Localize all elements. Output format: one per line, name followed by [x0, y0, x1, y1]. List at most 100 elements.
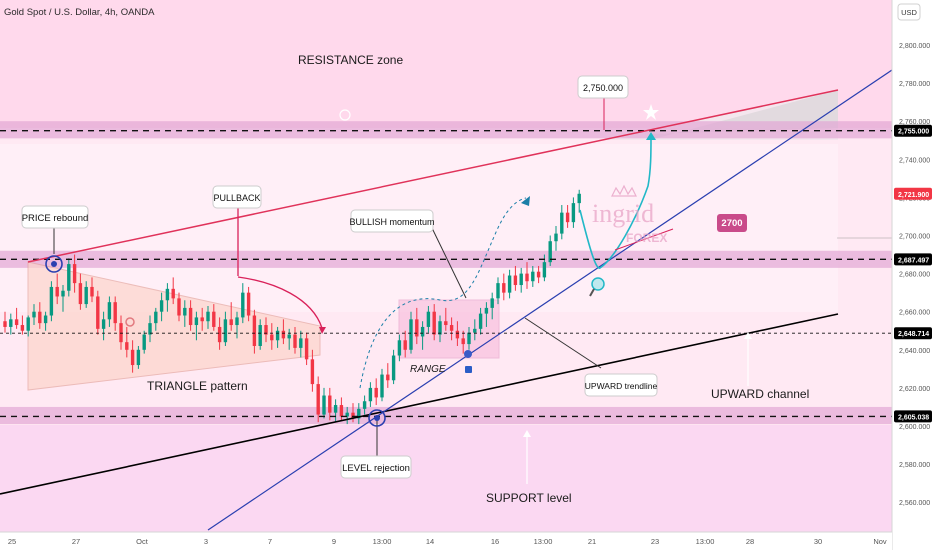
range-label: RANGE: [410, 364, 446, 375]
candle-body: [200, 317, 204, 322]
rejection-marker: [368, 409, 386, 427]
candle-body: [206, 311, 210, 322]
candle-body: [252, 315, 257, 346]
candle-body: [258, 325, 262, 346]
bullish-momentum-path: [359, 197, 527, 389]
candle-body: [101, 319, 106, 329]
candle-body: [420, 326, 425, 337]
y-tick-label: 2,580.000: [899, 462, 930, 469]
candle-body: [473, 328, 477, 333]
bullish-momentum-callout: BULLISH momentum: [349, 209, 435, 233]
candle-body: [449, 325, 454, 331]
candle-body: [125, 342, 129, 350]
candle-body: [26, 317, 30, 331]
upward-trendline-text: UPWARD trendline: [585, 381, 658, 391]
candle-body: [351, 412, 355, 419]
candle-body: [14, 319, 19, 326]
price-badge-label: 2,648.714: [898, 331, 929, 338]
price-axis[interactable]: [892, 0, 932, 550]
target-text: 2,750.000: [583, 83, 623, 93]
price-badge-label: 2,755.000: [898, 129, 929, 136]
candle-body: [38, 311, 42, 324]
zone-band: [0, 406, 892, 425]
candle-body: [223, 319, 228, 343]
candle-body: [426, 311, 431, 327]
candle-body: [9, 319, 13, 327]
logo-text: ingrid: [592, 199, 654, 228]
candle-body: [415, 319, 419, 337]
candle-body: [490, 298, 494, 308]
candle-body: [531, 271, 535, 282]
candle-body: [345, 412, 349, 417]
upward-channel-line[interactable]: [0, 313, 839, 495]
x-tick-label: 27: [72, 537, 80, 546]
crown-icon: [611, 184, 637, 197]
candle-body: [571, 203, 576, 223]
currency-badge[interactable]: [897, 3, 921, 21]
candle-body: [496, 283, 500, 299]
triangle-pattern-label: TRIANGLE pattern: [147, 379, 248, 393]
x-tick-label: 13:00: [696, 537, 715, 546]
candle-body: [275, 330, 280, 341]
candle-body: [113, 302, 117, 324]
candle-body: [357, 408, 361, 419]
price-badge: [894, 410, 932, 423]
price-badge: [894, 187, 932, 200]
level-rejection-callout: LEVEL rejection: [340, 455, 412, 479]
candle-body: [55, 286, 59, 297]
rebound-marker-dot: [51, 261, 57, 267]
candle-body: [536, 271, 541, 278]
candle-body: [507, 275, 512, 293]
candle-body: [293, 334, 297, 348]
upward-channel-label: UPWARD channel: [711, 387, 809, 401]
y-tick-label: 2,740.000: [899, 157, 930, 164]
candle-body: [519, 273, 523, 286]
time-axis[interactable]: [0, 532, 892, 550]
candle-body: [299, 338, 303, 348]
y-tick-label: 2,700.000: [899, 234, 930, 241]
candle-body: [397, 340, 402, 356]
candle-body: [455, 330, 460, 339]
candle-body: [362, 401, 367, 409]
candle-body: [264, 325, 268, 335]
y-tick-label: 2,780.000: [899, 81, 930, 88]
candle-body: [183, 307, 187, 316]
candle-body: [194, 317, 199, 326]
lower-shade: [0, 425, 892, 532]
candle-body: [136, 349, 141, 366]
candle-body: [461, 338, 465, 345]
snail-icon: [125, 317, 135, 327]
candle-body: [246, 292, 251, 316]
level-rejection-text: LEVEL rejection: [342, 463, 410, 474]
candle-body: [148, 323, 152, 335]
down-arrow-icon: [339, 109, 351, 121]
x-tick-label: 16: [491, 537, 499, 546]
candle-body: [154, 311, 158, 324]
candle-body: [171, 288, 175, 299]
candle-body: [322, 395, 326, 415]
support-up-arrow-head: [523, 430, 531, 437]
range-box: [398, 299, 500, 359]
upward-trendline[interactable]: [207, 67, 896, 531]
level-2700-pointer: [614, 228, 674, 251]
candle-body: [90, 286, 94, 297]
candle-body: [287, 334, 291, 339]
resistance-trendline[interactable]: [27, 89, 839, 263]
channel-up-arrow-head: [744, 332, 752, 339]
target-callout: 2,750.000: [577, 75, 629, 99]
price-badge: [894, 253, 932, 266]
x-tick-label: 30: [814, 537, 822, 546]
candle-body: [304, 338, 309, 360]
bullish-momentum-text: BULLISH momentum: [349, 217, 434, 227]
candle-body: [391, 355, 396, 381]
candle-body: [3, 321, 7, 327]
candle-body: [467, 332, 471, 345]
resistance-zone-label: RESISTANCE zone: [298, 53, 403, 67]
price-badge-label: 2,721.900: [898, 192, 929, 199]
candle-body: [513, 275, 518, 286]
y-tick-label: 2,800.000: [899, 43, 930, 50]
price-badge: [894, 327, 932, 340]
candle-body: [560, 212, 564, 234]
